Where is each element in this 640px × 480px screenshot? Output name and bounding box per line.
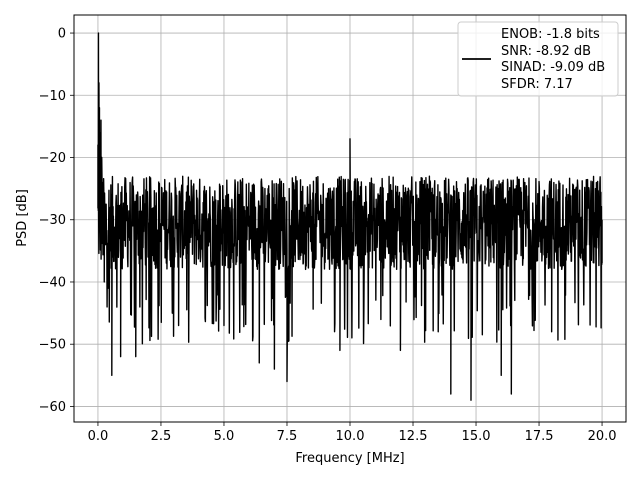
y-tick-label: −60 bbox=[39, 400, 66, 415]
x-tick-label: 10.0 bbox=[336, 429, 365, 444]
y-tick-label: −20 bbox=[39, 151, 66, 166]
y-tick-label: −30 bbox=[39, 213, 66, 228]
legend-enob: ENOB: -1.8 bits bbox=[501, 27, 600, 42]
plot-area bbox=[97, 32, 603, 401]
x-tick-label: 17.5 bbox=[525, 429, 554, 444]
x-tick-label: 2.5 bbox=[151, 429, 172, 444]
x-axis: 0.0 2.5 5.0 7.5 10.0 12.5 15.0 17.5 20.0 bbox=[88, 422, 617, 444]
y-axis: 0 −10 −20 −30 −40 −50 −60 bbox=[39, 27, 74, 415]
x-axis-label: Frequency [MHz] bbox=[295, 451, 404, 466]
y-tick-label: −50 bbox=[39, 338, 66, 353]
y-axis-label: PSD [dB] bbox=[15, 189, 30, 247]
x-tick-label: 20.0 bbox=[588, 429, 617, 444]
x-tick-label: 5.0 bbox=[214, 429, 235, 444]
legend-snr: SNR: -8.92 dB bbox=[501, 44, 591, 59]
legend: ENOB: -1.8 bits SNR: -8.92 dB SINAD: -9.… bbox=[457, 21, 619, 97]
x-tick-label: 12.5 bbox=[399, 429, 428, 444]
legend-sfdr: SFDR: 7.17 bbox=[501, 77, 573, 92]
x-tick-label: 0.0 bbox=[88, 429, 109, 444]
x-tick-label: 7.5 bbox=[277, 429, 298, 444]
y-tick-label: −10 bbox=[39, 89, 66, 104]
series-layer bbox=[97, 32, 603, 401]
psd-series-line bbox=[97, 32, 603, 401]
legend-box bbox=[457, 21, 619, 97]
y-tick-label: −40 bbox=[39, 275, 66, 290]
legend-sinad: SINAD: -9.09 dB bbox=[501, 60, 605, 75]
y-tick-label: 0 bbox=[58, 27, 66, 42]
x-tick-label: 15.0 bbox=[462, 429, 491, 444]
